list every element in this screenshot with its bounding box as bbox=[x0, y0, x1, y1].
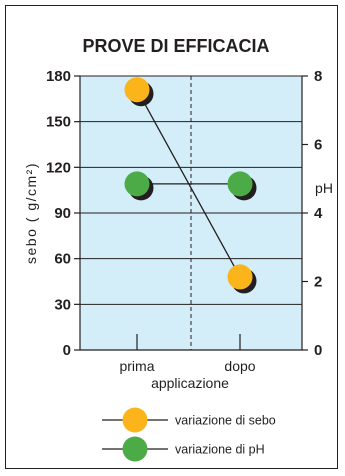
chart-title: PROVE DI EFFICACIA bbox=[82, 36, 269, 56]
data-point-ph bbox=[124, 171, 150, 197]
right-tick-label: 4 bbox=[314, 205, 323, 222]
legend-label: variazione di pH bbox=[175, 443, 265, 457]
right-tick-group: 0 2 4 6 8 bbox=[302, 68, 323, 359]
right-tick-label: 8 bbox=[314, 68, 322, 85]
right-tick-label: 2 bbox=[314, 274, 322, 291]
left-tick-label: 0 bbox=[63, 342, 71, 359]
data-point-sebo bbox=[227, 264, 253, 290]
x-tick-label: dopo bbox=[224, 358, 255, 374]
series-layer bbox=[124, 77, 257, 294]
right-tick-label: 6 bbox=[314, 137, 322, 154]
left-tick-label: 180 bbox=[46, 68, 71, 85]
x-tick-group: prima dopo bbox=[119, 334, 256, 374]
data-point-sebo bbox=[124, 77, 150, 103]
left-tick-group: 0 30 60 90 120 150 180 bbox=[46, 68, 80, 359]
legend: variazione di sebo variazione di pH bbox=[102, 407, 276, 462]
data-point-ph bbox=[227, 171, 253, 197]
legend-label: variazione di sebo bbox=[175, 414, 276, 428]
left-tick-label: 150 bbox=[46, 114, 71, 131]
legend-marker bbox=[122, 436, 148, 462]
x-tick-label: prima bbox=[119, 358, 154, 374]
left-tick-label: 30 bbox=[54, 296, 71, 313]
legend-marker bbox=[122, 407, 148, 433]
left-tick-label: 90 bbox=[54, 205, 71, 222]
x-axis-label: applicazione bbox=[151, 375, 229, 391]
y-left-axis-label: sebo ( g/cm²) bbox=[23, 162, 39, 264]
y-right-axis-label: pH bbox=[315, 180, 333, 196]
left-tick-label: 120 bbox=[46, 159, 71, 176]
left-tick-label: 60 bbox=[54, 251, 71, 268]
right-tick-label: 0 bbox=[314, 342, 322, 359]
